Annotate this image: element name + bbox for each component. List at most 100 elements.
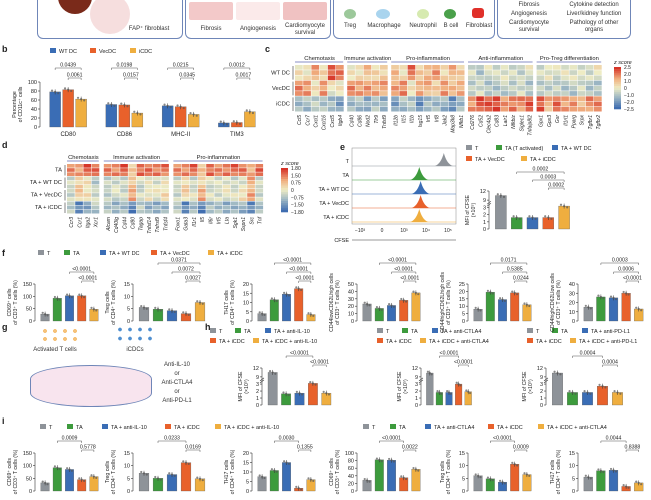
data-point xyxy=(145,473,148,476)
y-tick-label: 0 xyxy=(572,489,575,495)
heatmap-cell xyxy=(492,91,501,96)
heatmap-cell xyxy=(569,75,578,81)
bar-0 xyxy=(138,473,150,492)
gene-label: Gpx3 xyxy=(547,115,553,127)
heatmap-cell xyxy=(432,91,440,96)
heatmap-cell xyxy=(153,184,161,189)
macrophage-cell-icon xyxy=(376,9,390,19)
or-label-2: or xyxy=(174,389,180,395)
gene-label: Cd80 xyxy=(131,217,137,229)
heatmap-cell xyxy=(189,201,198,206)
heatmap-cell xyxy=(327,101,336,107)
heatmap-cell xyxy=(214,168,223,172)
data-point xyxy=(196,476,199,479)
bar-0 xyxy=(426,372,434,406)
heatmap-cell xyxy=(255,189,264,193)
y-tick-label: 5 xyxy=(127,307,130,313)
data-point xyxy=(189,112,192,115)
p-value-label: <0.0001 xyxy=(388,258,407,264)
significance-bracket xyxy=(379,440,404,443)
heatmap-cell xyxy=(214,205,223,210)
data-point xyxy=(274,372,277,375)
heatmap-cell xyxy=(247,209,255,214)
data-point xyxy=(70,89,73,93)
data-point xyxy=(528,215,531,218)
heatmap-cell xyxy=(569,91,578,96)
heatmap-cell xyxy=(311,75,320,81)
heatmap-cell xyxy=(239,184,247,189)
y-tick-label: 0 xyxy=(540,403,543,409)
heatmap-cell xyxy=(161,197,169,201)
heatmap-cell xyxy=(355,85,364,91)
category-label: Chemotaxis xyxy=(68,155,99,161)
data-point xyxy=(489,291,492,294)
data-point xyxy=(261,312,264,315)
data-point xyxy=(46,483,49,486)
heatmap-cell xyxy=(424,106,432,112)
data-point xyxy=(145,307,148,310)
significance-bracket xyxy=(439,355,459,358)
significance-bracket xyxy=(458,364,469,367)
data-point xyxy=(523,472,526,475)
heatmap-cell xyxy=(189,168,198,172)
heatmap-cell xyxy=(128,193,137,197)
heatmap-cell xyxy=(432,96,440,102)
heatmap-cell xyxy=(91,176,100,181)
heatmap-cell xyxy=(112,209,120,214)
legend-label: T xyxy=(475,146,479,152)
heatmap-cell xyxy=(83,189,92,193)
heatmap-cell xyxy=(255,168,264,172)
heatmap-cell xyxy=(120,189,128,193)
gene-label: Il1r1 xyxy=(192,217,198,227)
heatmap-cell xyxy=(295,101,303,107)
data-point xyxy=(404,477,408,481)
heatmap-cell xyxy=(468,106,476,112)
y-axis-label: of CD4⁺ T cells (%) xyxy=(556,449,562,494)
bar-2 xyxy=(282,294,291,322)
heatmap-cell xyxy=(222,193,231,197)
heart-illustration xyxy=(58,0,92,14)
p-value-label: 0.0072 xyxy=(178,267,194,273)
y-tick-label: 80 xyxy=(31,89,37,95)
data-point xyxy=(627,293,630,296)
data-point xyxy=(366,302,369,306)
heatmap-cell xyxy=(230,193,239,197)
y-tick-label: 10 xyxy=(569,464,575,470)
heatmap-cell xyxy=(189,205,198,210)
activated-t-cells-label: Activated T cells xyxy=(33,347,77,353)
data-point xyxy=(126,105,129,108)
data-point xyxy=(82,479,86,482)
data-point xyxy=(201,479,204,482)
colorbar-title: z score xyxy=(613,60,632,66)
heatmap-cell xyxy=(448,106,457,112)
data-point xyxy=(184,312,188,315)
data-point xyxy=(499,479,502,482)
legend-label: TA xyxy=(73,251,80,257)
p-value-label: 0.0345 xyxy=(179,73,195,79)
gene-label: Pparg xyxy=(572,115,578,129)
data-point xyxy=(66,467,69,470)
data-point xyxy=(261,475,264,478)
heatmap-cell xyxy=(561,85,569,91)
or-label-1: or xyxy=(174,371,180,377)
heatmap-cell xyxy=(189,176,198,181)
significance-bracket xyxy=(312,364,327,367)
colorbar-segment xyxy=(281,201,288,204)
bar-4 xyxy=(411,469,421,492)
heatmap-cell xyxy=(67,176,75,181)
heatmap-cell xyxy=(319,96,328,102)
gene-label: Gata3 xyxy=(184,217,190,231)
heatmap-cell xyxy=(468,91,476,96)
heatmap-cell xyxy=(399,65,408,70)
data-point xyxy=(400,297,403,301)
data-point xyxy=(622,484,625,487)
data-point xyxy=(525,473,529,476)
heatmap-cell xyxy=(206,201,214,206)
heatmap-cell xyxy=(103,164,112,168)
y-tick-label: 15 xyxy=(124,282,130,288)
legend-label: TA + iCDC + anti-IL-10 xyxy=(262,339,317,345)
data-point xyxy=(597,468,600,471)
heatmap-cell xyxy=(594,70,602,75)
data-point xyxy=(486,289,490,292)
heatmap-cell xyxy=(484,75,493,81)
